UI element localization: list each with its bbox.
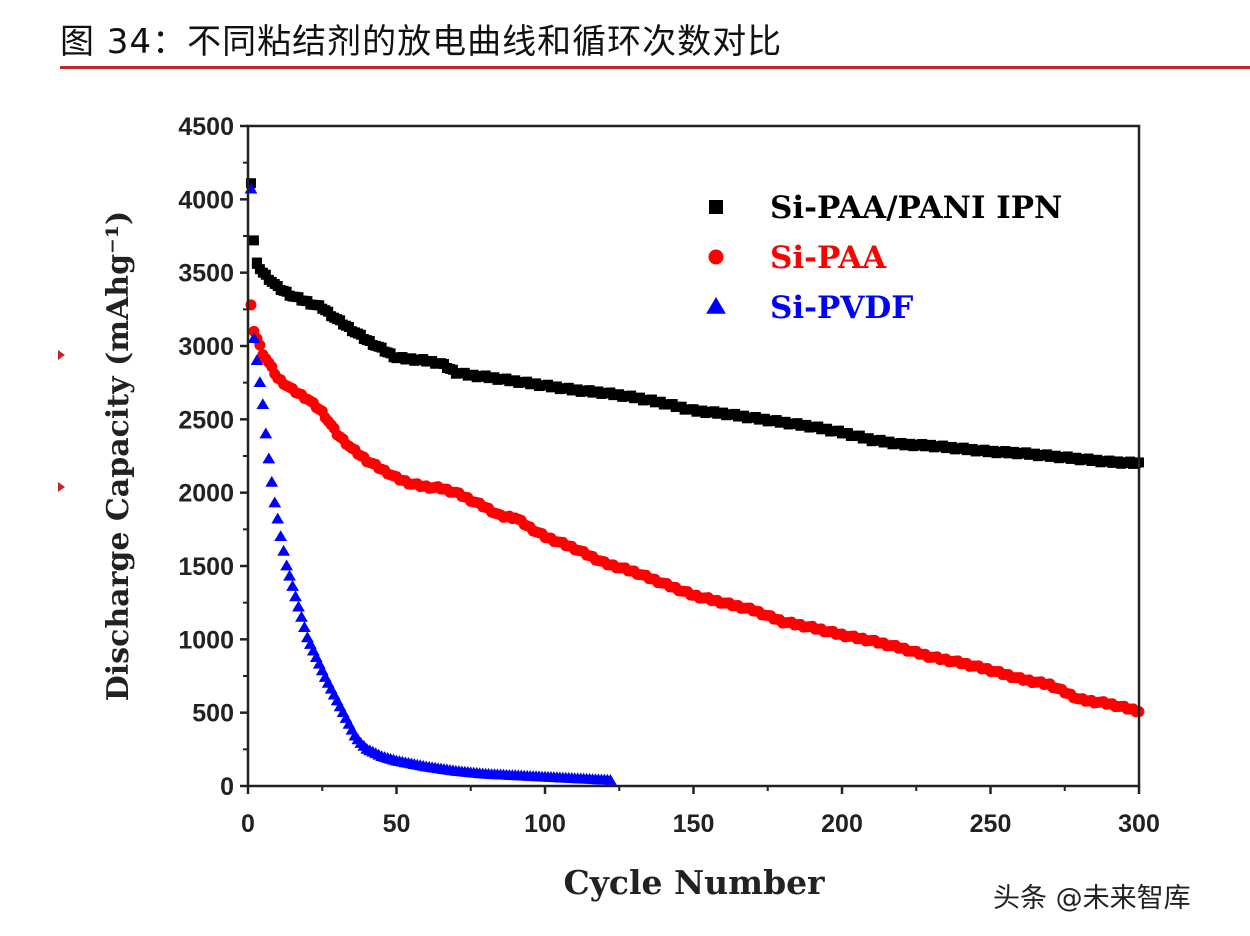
data-point: [298, 621, 311, 632]
legend-marker: [706, 296, 726, 314]
side-marker: [58, 482, 65, 492]
chart-marks: [244, 178, 1145, 785]
x-tick-label: 150: [673, 810, 715, 838]
y-tick-label: 3000: [178, 333, 234, 361]
data-point: [274, 530, 288, 542]
watermark: 头条 @未来智库: [993, 883, 1191, 914]
legend-marker: [709, 200, 723, 214]
data-point: [283, 569, 296, 581]
legend-label: Si-PAA/PANI IPN: [770, 190, 1062, 226]
data-point: [253, 376, 267, 388]
data-point: [260, 269, 271, 280]
legend-label: Si-PAA: [770, 240, 887, 276]
data-point: [250, 354, 264, 366]
y-tick-label: 1500: [178, 553, 234, 581]
y-tick-label: 1000: [178, 626, 234, 654]
x-tick-label: 300: [1118, 810, 1160, 838]
y-tick-label: 2500: [178, 406, 234, 434]
x-axis-label: Cycle Number: [563, 863, 825, 902]
data-point: [277, 544, 291, 556]
figure-caption: 图 34：不同粘结剂的放电曲线和循环次数对比: [60, 22, 783, 62]
data-point: [292, 600, 305, 612]
y-tick-label: 4000: [178, 186, 234, 214]
legend-label: Si-PVDF: [770, 290, 913, 326]
data-point: [251, 257, 262, 268]
data-point: [248, 235, 259, 246]
data-point: [295, 610, 308, 622]
data-point: [268, 496, 282, 508]
data-point: [280, 559, 293, 571]
data-point: [247, 332, 261, 344]
y-tick-label: 4500: [178, 113, 234, 141]
y-tick-label: 3500: [178, 260, 234, 288]
data-point: [256, 398, 270, 410]
x-tick-label: 100: [524, 810, 566, 838]
y-axis-label: Discharge Capacity (mAhg⁻¹): [101, 211, 136, 701]
y-tick-label: 2000: [178, 480, 234, 508]
x-tick-label: 250: [970, 810, 1012, 838]
data-point: [286, 580, 299, 591]
data-point: [265, 475, 279, 487]
axis-ticks: 0 50 100 150 200 250 3000500100015002000250030…: [178, 113, 1159, 838]
legend-marker: [708, 249, 724, 265]
x-tick-label: 200: [821, 810, 863, 838]
x-tick-label: 0: [241, 810, 255, 838]
data-point: [259, 427, 273, 439]
data-point: [262, 452, 276, 464]
x-tick-label: 50: [383, 810, 411, 838]
legend: Si-PAA/PANI IPN Si-PAA Si-PVDF: [706, 190, 1062, 326]
caption-rule: [60, 66, 1250, 69]
series-si-pvdf: [244, 182, 617, 785]
data-point: [271, 512, 285, 524]
y-tick-label: 0: [220, 773, 234, 801]
side-marker: [58, 350, 65, 360]
y-tick-label: 500: [192, 700, 234, 728]
data-point: [289, 590, 302, 602]
series-si-paa-pani-ipn: [245, 178, 1144, 469]
series-si-paa: [245, 299, 1145, 718]
data-point: [603, 773, 617, 785]
